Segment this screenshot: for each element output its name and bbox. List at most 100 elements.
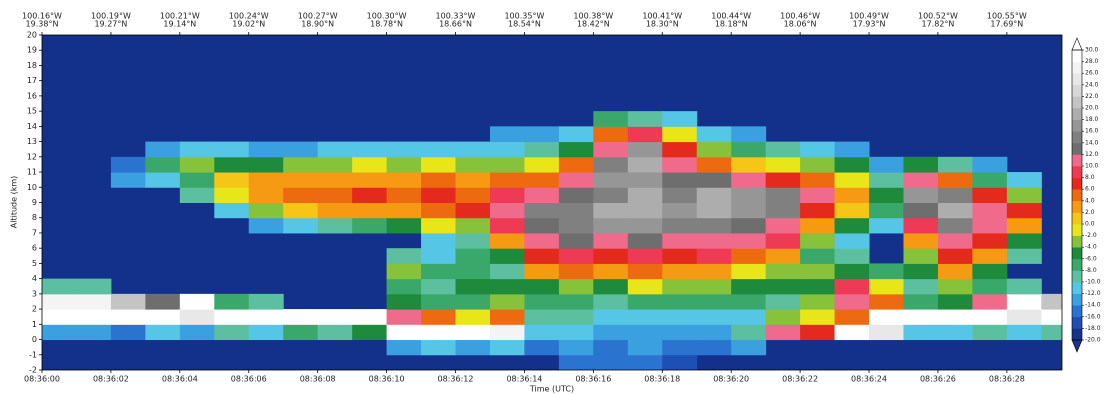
colorbar-tick-label: 28.0: [1085, 58, 1099, 65]
top-tick-lon: 100.16°W: [22, 12, 62, 21]
cell: [524, 248, 560, 264]
colorbar-tick-label: -6.0: [1085, 255, 1097, 262]
top-tick-lat: 19.02°N: [232, 20, 265, 29]
cell: [627, 202, 663, 219]
cell: [455, 263, 491, 280]
cell: [455, 232, 491, 249]
cell: [593, 309, 629, 325]
cell: [869, 156, 904, 173]
cell: [696, 156, 732, 173]
cell: [386, 339, 422, 356]
cell: [937, 293, 973, 310]
cell: [593, 202, 629, 219]
cell: [593, 111, 629, 127]
y-tick-label: 0: [32, 335, 37, 344]
cell: [524, 217, 560, 234]
top-tick-lat: 18.90°N: [301, 20, 334, 29]
cell: [179, 156, 215, 173]
cell: [214, 202, 250, 219]
cell: [627, 293, 663, 310]
cell: [903, 293, 939, 310]
colorbar-tick-label: 24.0: [1085, 81, 1099, 88]
cell: [800, 232, 836, 249]
cell: [731, 248, 767, 264]
cell: [937, 263, 973, 280]
cell: [972, 232, 1008, 249]
cell: [248, 141, 284, 158]
colorbar-swatch: [1072, 131, 1082, 144]
cell: [765, 172, 801, 188]
colorbar-tick-label: -14.0: [1085, 302, 1101, 309]
cell: [696, 263, 732, 280]
cell: [903, 309, 939, 325]
cell: [110, 156, 146, 173]
cell: [937, 309, 973, 325]
x-tick-label: 08:36:18: [644, 375, 680, 384]
cell: [834, 187, 870, 203]
cell: [731, 263, 767, 280]
cell: [800, 263, 836, 280]
cell: [662, 354, 698, 370]
cell: [110, 293, 146, 310]
y-tick-label: 10: [27, 183, 37, 192]
cell: [110, 172, 146, 188]
cell: [214, 156, 250, 173]
cell: [558, 217, 594, 234]
colorbar-swatch: [1072, 200, 1082, 213]
cell: [627, 278, 663, 295]
cell: [765, 141, 801, 158]
cell: [352, 202, 388, 219]
cell: [731, 217, 767, 234]
cell: [283, 202, 319, 219]
cell: [489, 187, 525, 203]
cell: [248, 187, 284, 203]
top-tick-lon: 100.49°W: [849, 12, 889, 21]
cell: [627, 156, 663, 173]
colorbar-tick-label: 8.0: [1085, 174, 1095, 181]
top-tick-lat: 19.14°N: [163, 20, 196, 29]
cell: [1006, 232, 1042, 249]
x-tick-label: 08:36:10: [369, 375, 405, 384]
cell: [524, 339, 560, 356]
colorbar-tick-label: 26.0: [1085, 70, 1099, 77]
cell: [145, 324, 181, 341]
cell: [1041, 309, 1062, 325]
colorbar-swatch: [1072, 177, 1082, 190]
top-tick-lat: 18.30°N: [646, 20, 679, 29]
cell: [455, 202, 491, 219]
cell: [317, 202, 353, 219]
cell: [524, 126, 560, 143]
cell: [869, 263, 904, 280]
cell: [1006, 172, 1042, 188]
cell: [834, 263, 870, 280]
cell: [558, 293, 594, 310]
x-tick-label: 08:36:08: [300, 375, 336, 384]
cell: [283, 187, 319, 203]
colorbar-swatch: [1072, 189, 1082, 202]
cell: [800, 248, 836, 264]
cell: [76, 293, 112, 310]
top-tick-lon: 100.46°W: [780, 12, 820, 21]
cell: [662, 232, 698, 249]
cell: [593, 354, 629, 370]
y-tick-label: 11: [27, 168, 37, 177]
cell: [421, 339, 457, 356]
cell: [455, 309, 491, 325]
cell: [455, 187, 491, 203]
cell: [627, 172, 663, 188]
cell: [248, 324, 284, 341]
colorbar-frame: [1071, 49, 1083, 341]
colorbar-swatch: [1072, 212, 1082, 225]
y-tick-label: 4: [32, 274, 37, 283]
cell: [558, 263, 594, 280]
colorbar-tick-label: 6.0: [1085, 186, 1095, 193]
cell: [352, 217, 388, 234]
cell: [145, 309, 181, 325]
top-tick-lon: 100.38°W: [573, 12, 613, 21]
cell: [765, 156, 801, 173]
cell: [455, 278, 491, 295]
cell: [593, 232, 629, 249]
cell: [455, 324, 491, 341]
cell: [76, 324, 112, 341]
cell: [765, 263, 801, 280]
